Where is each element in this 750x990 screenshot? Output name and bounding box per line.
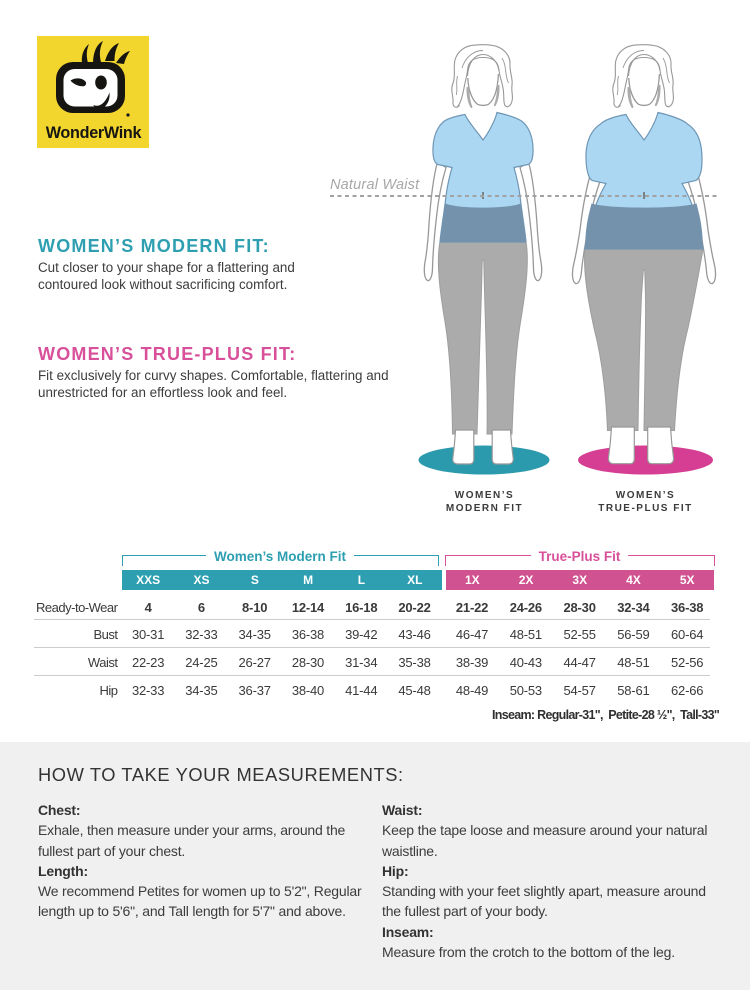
svg-text:WonderWink: WonderWink (46, 124, 143, 142)
